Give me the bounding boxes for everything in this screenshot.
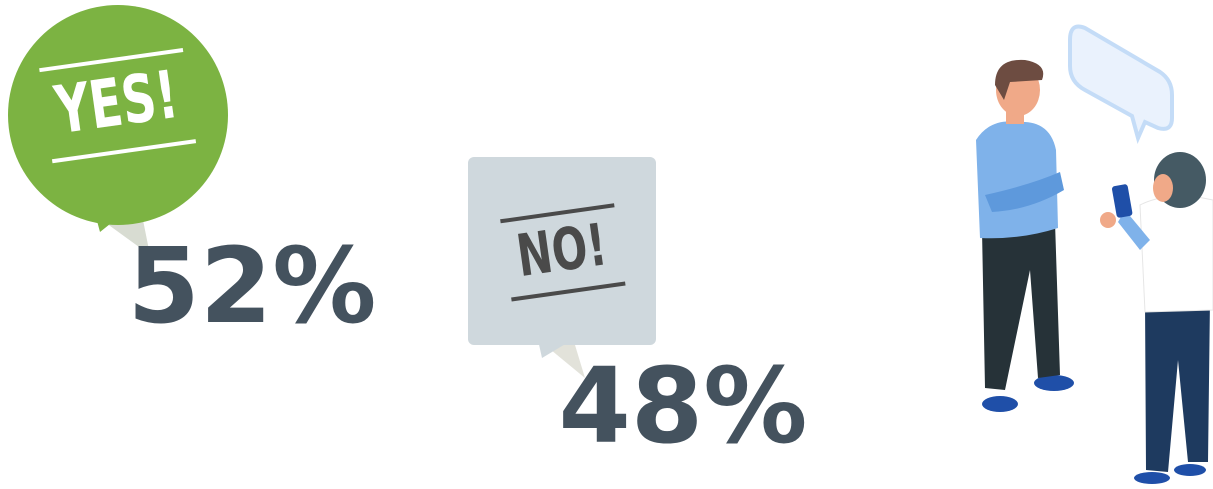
- shoe: [1174, 464, 1206, 476]
- hand: [1100, 212, 1116, 228]
- pants: [1145, 300, 1210, 472]
- phone: [1112, 184, 1133, 218]
- page: YES! 52% NO! 48% ((): [0, 0, 1213, 489]
- share-label: 52%: [128, 225, 377, 347]
- shoe: [982, 396, 1018, 412]
- pants: [982, 222, 1060, 390]
- top: [1140, 196, 1213, 312]
- answer-label: NO!: [513, 211, 611, 290]
- face: [1153, 174, 1173, 202]
- infographic: YES! 52% NO! 48%: [0, 0, 1213, 489]
- shoe: [1134, 472, 1170, 484]
- yes-bubble: YES!: [8, 5, 228, 255]
- speech-bubble: [1070, 27, 1172, 139]
- illustration: [976, 27, 1213, 485]
- share-label: 48%: [559, 345, 808, 467]
